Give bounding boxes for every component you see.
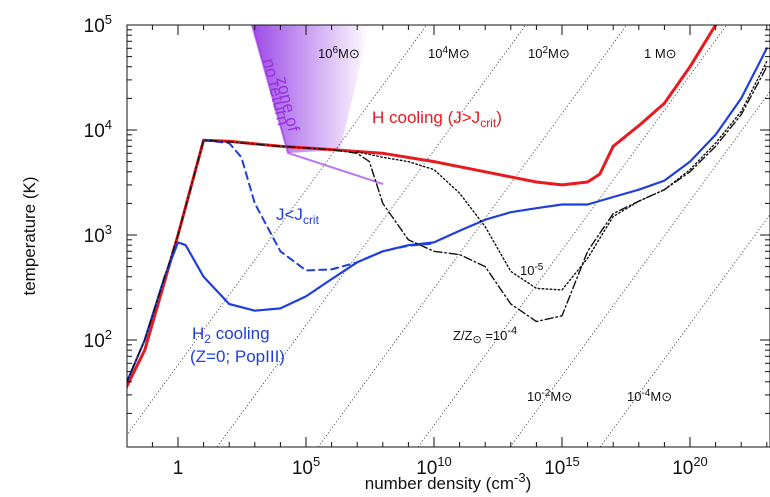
ten-minus5-label: 10-5 xyxy=(520,262,544,278)
x-tick-label: 1015 xyxy=(544,454,580,479)
x-tick-label: 1010 xyxy=(416,454,452,479)
series-line-2 xyxy=(127,47,768,385)
jeans-mass-label: 10-2M⊙ xyxy=(527,388,572,404)
jeans-mass-label: 10-4M⊙ xyxy=(627,388,672,404)
h2-cooling-sublabel: (Z=0; PopIII) xyxy=(190,347,285,366)
x-tick-label: 1 xyxy=(173,458,184,479)
h2-cooling-label: H2 cooling xyxy=(192,324,270,346)
series-line-4 xyxy=(356,60,768,291)
x-axis-title: number density (cm-3) xyxy=(365,470,532,493)
jeans-mass-line xyxy=(317,25,628,447)
y-tick-label: 104 xyxy=(84,117,112,142)
jeans-mass-line xyxy=(417,25,728,447)
jeans-mass-label: 1 M⊙ xyxy=(644,46,677,61)
jeans-mass-line xyxy=(509,90,770,447)
zone-boundary-line xyxy=(251,25,384,185)
series-line-1 xyxy=(202,139,435,272)
jeans-mass-label: 104M⊙ xyxy=(428,45,470,61)
x-tick-label: 1020 xyxy=(672,454,708,479)
metallicity-label: Z/Z⊙ =10-4 xyxy=(453,325,517,346)
y-tick-label: 105 xyxy=(84,12,112,37)
h-cooling-label: H cooling (J>Jcrit) xyxy=(372,108,502,130)
jeans-mass-label: 102M⊙ xyxy=(528,45,570,61)
plot-frame xyxy=(126,24,770,448)
y-tick-label: 102 xyxy=(84,327,112,352)
jeans-mass-label: 106M⊙ xyxy=(318,45,360,61)
zone-of-no-return-region xyxy=(252,25,370,153)
jeans-mass-line xyxy=(599,213,770,447)
x-tick-label: 105 xyxy=(292,454,320,479)
y-tick-label: 103 xyxy=(84,222,112,247)
j-lt-jcrit-label: J<Jcrit xyxy=(276,205,320,227)
y-axis-title: temperature (K) xyxy=(20,176,39,295)
